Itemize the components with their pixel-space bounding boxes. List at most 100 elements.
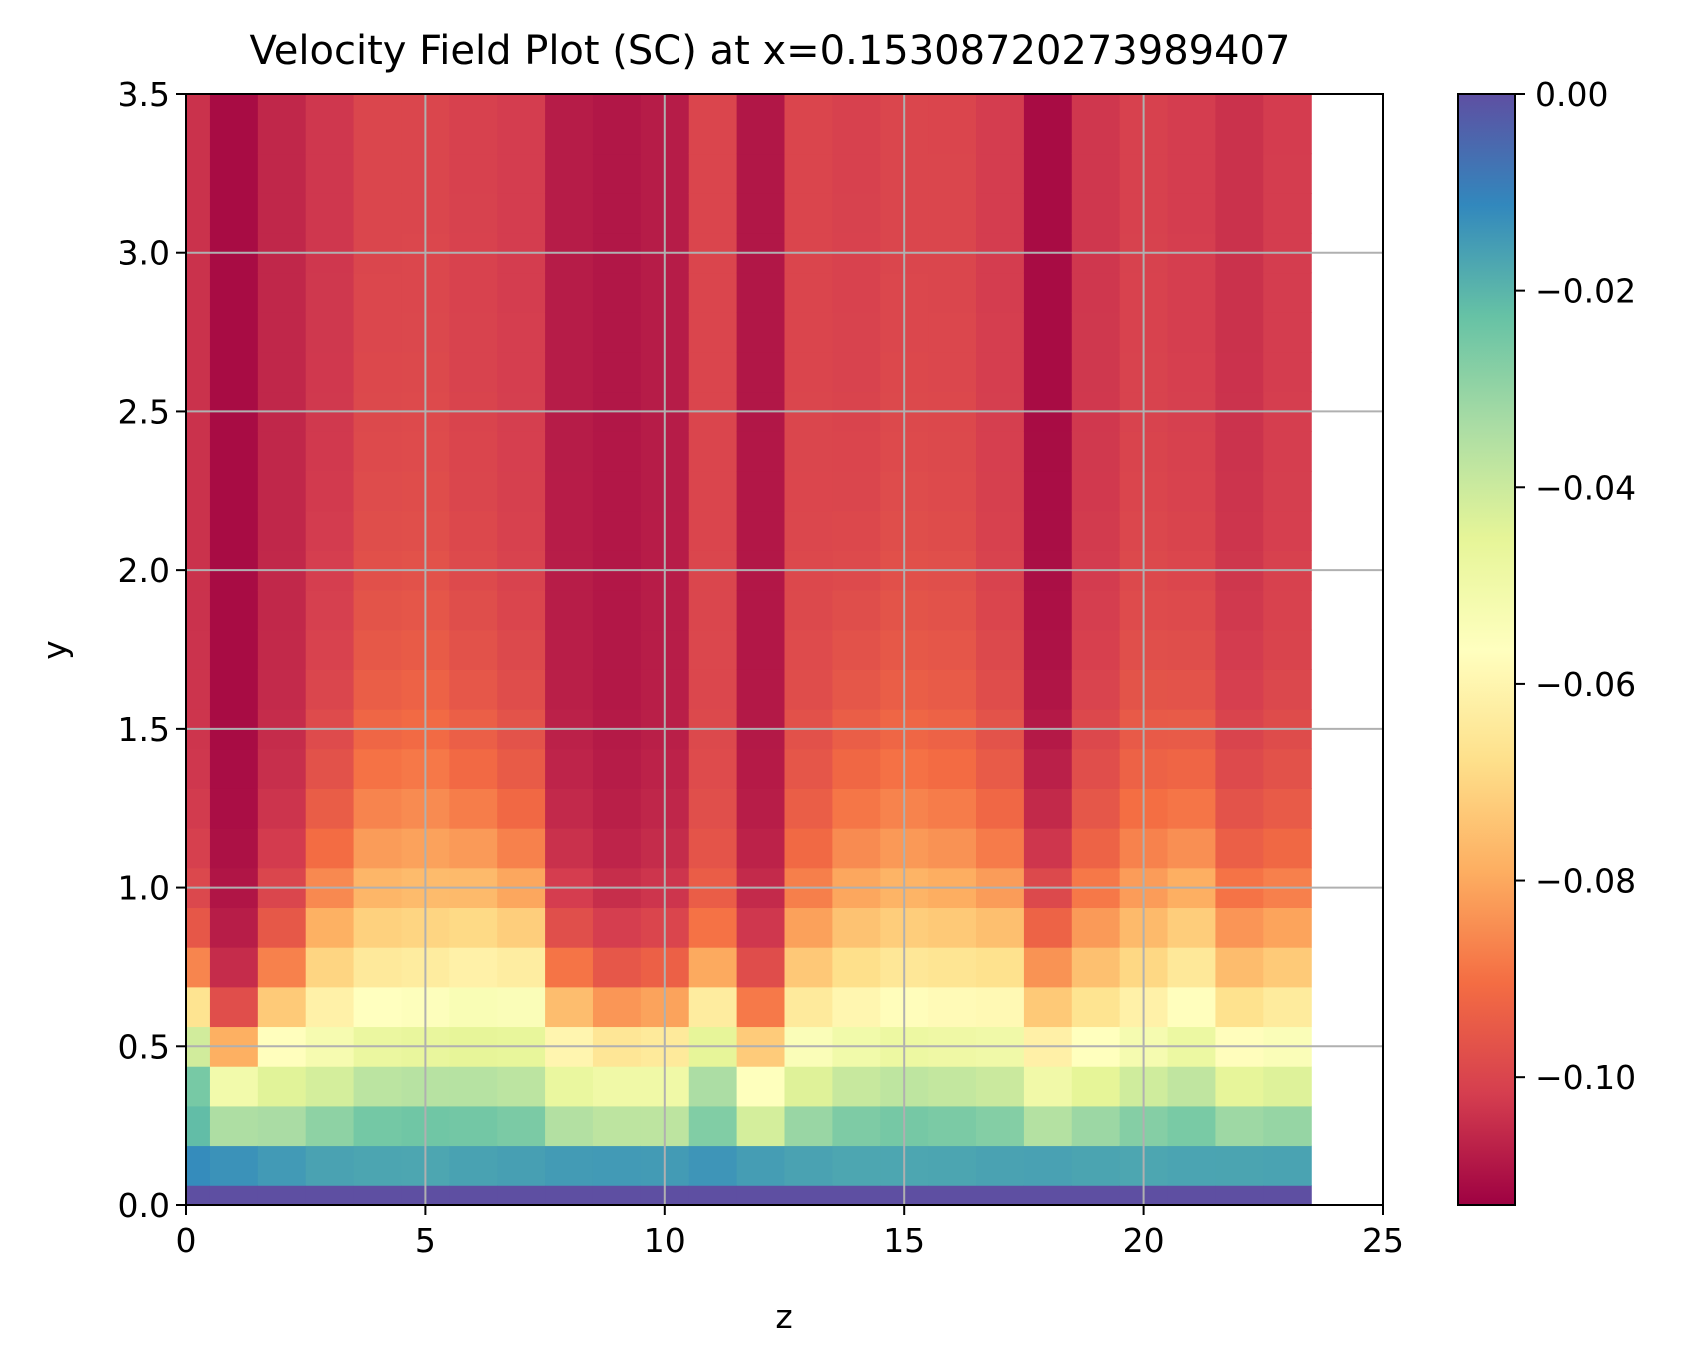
heatmap-cell: [592, 669, 642, 710]
heatmap-cell: [784, 153, 833, 194]
heatmap-cell: [976, 510, 1025, 551]
heatmap-cell: [1167, 193, 1217, 234]
heatmap-cell: [1023, 272, 1073, 313]
colorbar-tick-label: −0.06: [1535, 665, 1636, 704]
heatmap-cell: [1263, 312, 1312, 353]
heatmap-cell: [832, 1145, 881, 1186]
heatmap-cell: [1071, 312, 1121, 353]
heatmap-cell: [1263, 629, 1312, 670]
heatmap-cell: [592, 1145, 642, 1186]
heatmap-cell: [1263, 94, 1312, 155]
heatmap-cell: [592, 1185, 642, 1206]
heatmap-cell: [497, 788, 546, 829]
heatmap-cell: [1215, 589, 1264, 631]
heatmap-cell: [688, 351, 738, 393]
heatmap-cell: [545, 1185, 594, 1206]
heatmap-cell: [1215, 510, 1264, 551]
heatmap-cell: [497, 629, 546, 670]
heatmap-cell: [305, 431, 355, 472]
heatmap-cell: [928, 1105, 977, 1147]
colorbar-tick-label: 0.00: [1535, 75, 1608, 114]
heatmap-cell: [1071, 153, 1121, 194]
heatmap-cell: [209, 1066, 259, 1107]
heatmap-cell: [353, 907, 403, 948]
y-axis: 0.0 0.5 1.0 1.5 2.0 2.5 3.0 3.5: [118, 75, 186, 1225]
heatmap-cell: [1167, 1145, 1217, 1186]
heatmap-cell: [736, 589, 786, 631]
heatmap-cell: [784, 986, 833, 1028]
heatmap-cell: [688, 153, 738, 194]
heatmap-cell: [353, 94, 403, 155]
heatmap-cell: [497, 272, 546, 313]
heatmap-cell: [1215, 1066, 1264, 1107]
heatmap-cell: [545, 828, 594, 869]
heatmap-cell: [305, 1145, 355, 1186]
heatmap-cell: [545, 1145, 594, 1186]
heatmap-cell: [1023, 1066, 1073, 1107]
heatmap-cell: [688, 1066, 738, 1107]
heatmap-cell: [784, 828, 833, 869]
heatmap-cell: [1071, 193, 1121, 234]
heatmap-cell: [305, 153, 355, 194]
heatmap-cell: [305, 312, 355, 353]
heatmap-cell: [305, 1185, 355, 1206]
heatmap-cell: [1167, 986, 1217, 1028]
heatmap-cell: [353, 1185, 403, 1206]
heatmap-cell: [209, 193, 259, 234]
heatmap-cell: [186, 947, 211, 988]
heatmap-cell: [209, 510, 259, 551]
heatmap-cell: [305, 788, 355, 829]
heatmap-cell: [545, 986, 594, 1028]
heatmap-cell: [209, 94, 259, 155]
heatmap-cell: [545, 272, 594, 313]
heatmap-cell: [305, 748, 355, 789]
heatmap-cell: [1215, 351, 1264, 393]
x-axis: 0 5 10 15 20 25: [176, 1205, 1404, 1260]
colorbar: 0.00 −0.02 −0.04 −0.06 −0.08 −0.10: [1457, 75, 1636, 1206]
heatmap-cell: [1263, 828, 1312, 869]
heatmap-cell: [186, 589, 211, 631]
heatmap-cell: [736, 1066, 786, 1107]
heatmap-cell: [497, 589, 546, 631]
heatmap-cell: [497, 828, 546, 869]
heatmap-cell: [449, 1185, 498, 1206]
heatmap-cell: [976, 351, 1025, 393]
heatmap-cell: [209, 986, 259, 1028]
heatmap-cell: [688, 986, 738, 1028]
heatmap-cell: [784, 1066, 833, 1107]
heatmap-cell: [1263, 351, 1312, 393]
heatmap-cell: [832, 947, 881, 988]
heatmap-cell: [688, 589, 738, 631]
heatmap-cell: [186, 669, 211, 710]
heatmap-cell: [736, 1105, 786, 1147]
heatmap-cell: [186, 510, 211, 551]
heatmap-cell: [1167, 1066, 1217, 1107]
heatmap-cell: [976, 907, 1025, 948]
heatmap-cell: [497, 1105, 546, 1147]
heatmap-cell: [1023, 153, 1073, 194]
heatmap-cell: [1215, 1185, 1264, 1206]
heatmap-cell: [736, 947, 786, 988]
heatmap-cell: [976, 153, 1025, 194]
heatmap-cell: [784, 510, 833, 551]
heatmap-cell: [736, 431, 786, 472]
heatmap-cell: [928, 669, 977, 710]
heatmap-cell: [1071, 1105, 1121, 1147]
heatmap-cell: [209, 1145, 259, 1186]
heatmap-cell: [592, 947, 642, 988]
heatmap-cell: [832, 748, 881, 789]
heatmap-cell: [449, 1066, 498, 1107]
heatmap-cell: [209, 351, 259, 393]
heatmap-cell: [592, 510, 642, 551]
heatmap-cell: [688, 510, 738, 551]
heatmap-cell: [1167, 748, 1217, 789]
heatmap-cell: [449, 1105, 498, 1147]
heatmap-cell: [1167, 470, 1217, 512]
heatmap-cell: [1023, 470, 1073, 512]
x-tick-label: 20: [1123, 1221, 1165, 1260]
heatmap-cell: [928, 312, 977, 353]
heatmap-cell: [209, 748, 259, 789]
heatmap-cell: [353, 1066, 403, 1107]
heatmap-cell: [1167, 431, 1217, 472]
heatmap-cell: [1263, 272, 1312, 313]
